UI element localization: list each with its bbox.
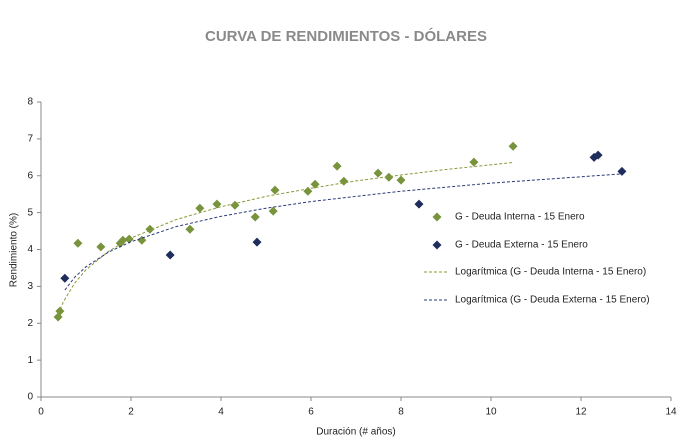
point <box>270 185 280 195</box>
legend-swatch <box>432 240 442 250</box>
chart-title: CURVA DE RENDIMIENTOS - DÓLARES <box>205 27 487 45</box>
legend-label: Logarítmica (G - Deuda Interna - 15 Ener… <box>455 267 646 278</box>
x-tick-label: 0 <box>38 407 44 418</box>
point <box>332 161 342 171</box>
point <box>55 306 65 316</box>
point <box>60 273 70 283</box>
point <box>414 199 424 209</box>
point <box>617 166 627 176</box>
x-tick-label: 6 <box>308 407 314 418</box>
point <box>310 179 320 189</box>
x-axis-label: Duración (# años) <box>316 427 395 438</box>
y-tick-label: 6 <box>27 170 33 181</box>
point <box>96 242 106 252</box>
point <box>373 168 383 178</box>
x-tick-label: 14 <box>665 407 677 418</box>
point <box>303 186 313 196</box>
point <box>508 141 518 151</box>
y-tick-label: 8 <box>27 97 33 108</box>
point <box>339 176 349 186</box>
x-tick-label: 4 <box>218 407 224 418</box>
point <box>384 172 394 182</box>
point <box>165 250 175 260</box>
x-tick-label: 8 <box>398 407 404 418</box>
x-tick-label: 10 <box>485 407 497 418</box>
point <box>212 199 222 209</box>
y-tick-label: 7 <box>27 134 33 145</box>
y-tick-label: 3 <box>27 281 33 292</box>
legend-label: Logarítmica (G - Deuda Externa - 15 Ener… <box>455 295 650 306</box>
y-axis-label: Rendimiento (%) <box>9 213 20 287</box>
legend-label: G - Deuda Externa - 15 Enero <box>455 240 588 251</box>
point <box>396 175 406 185</box>
point <box>73 238 83 248</box>
point <box>268 206 278 216</box>
point <box>230 200 240 210</box>
y-tick-label: 5 <box>27 207 33 218</box>
y-tick-label: 0 <box>27 392 33 403</box>
y-tick-label: 2 <box>27 318 33 329</box>
point <box>195 203 205 213</box>
point <box>250 212 260 222</box>
legend-swatch <box>432 212 442 222</box>
x-tick-label: 12 <box>575 407 587 418</box>
point <box>118 235 128 245</box>
point <box>469 157 479 167</box>
legend-label: G - Deuda Interna - 15 Enero <box>455 212 585 223</box>
y-tick-label: 1 <box>27 355 33 366</box>
y-tick-label: 4 <box>27 244 33 255</box>
point <box>137 235 147 245</box>
point <box>185 224 195 234</box>
point <box>593 150 603 160</box>
x-tick-label: 2 <box>128 407 134 418</box>
point <box>252 237 262 247</box>
